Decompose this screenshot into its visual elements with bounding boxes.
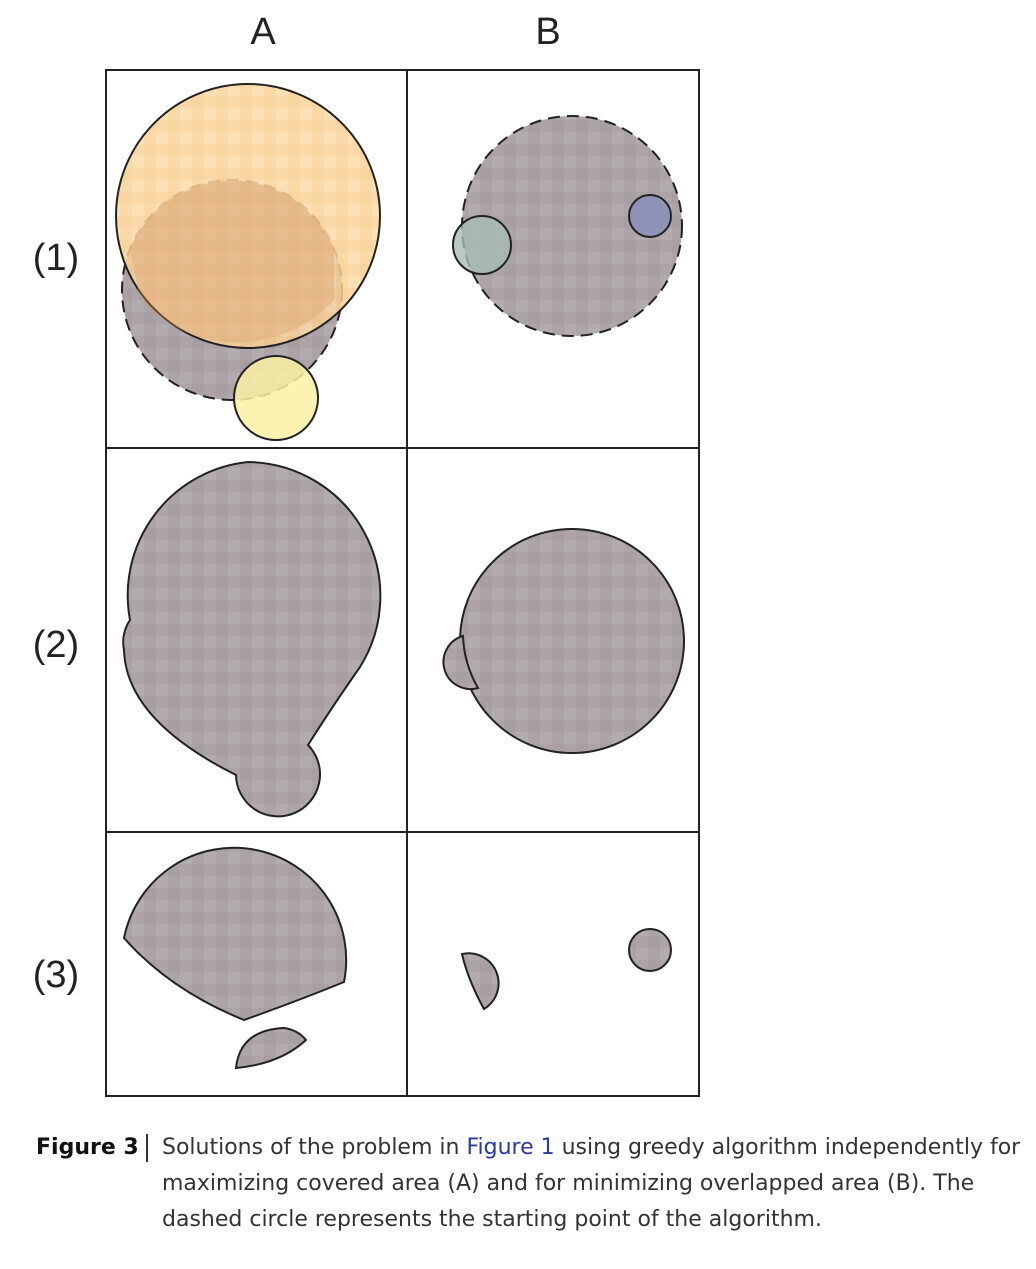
column-label-a: A (250, 11, 276, 53)
column-label-b: B (535, 11, 560, 53)
caption-text-end: using greedy algorithm independently for… (162, 1135, 1021, 1232)
caption-divider (146, 1134, 148, 1162)
panel-b1 (452, 115, 683, 337)
yellow-circle (233, 355, 319, 441)
panel-a1 (115, 83, 381, 441)
row-label-3: (3) (33, 954, 79, 996)
result-circle (459, 528, 685, 754)
remaining-left-shape (460, 952, 500, 1011)
figure-1-link[interactable]: Figure 1 (466, 1135, 555, 1160)
overlap-region (130, 181, 334, 343)
remaining-small-shape (234, 1026, 308, 1070)
orange-circle (115, 83, 381, 349)
blue-circle (628, 194, 672, 238)
panel-grid (105, 69, 700, 1097)
figure-3: A B (1) (2) (3) (33, 11, 700, 1097)
panel-a3 (122, 846, 348, 1070)
remaining-right-circle (628, 928, 672, 972)
caption-body: Solutions of the problem in Figure 1 usi… (162, 1130, 1022, 1238)
panel-a2 (122, 460, 382, 818)
panel-b2 (442, 528, 685, 754)
small-bump (442, 634, 480, 691)
union-shape (122, 460, 382, 818)
green-circle (452, 215, 512, 275)
remaining-large-shape (122, 846, 348, 1022)
caption-text-start: Solutions of the problem in (162, 1135, 467, 1160)
figure-label: Figure 3 (36, 1135, 139, 1160)
row-label-2: (2) (33, 624, 79, 666)
panel-b3 (460, 928, 672, 1011)
row-label-1: (1) (33, 237, 79, 279)
